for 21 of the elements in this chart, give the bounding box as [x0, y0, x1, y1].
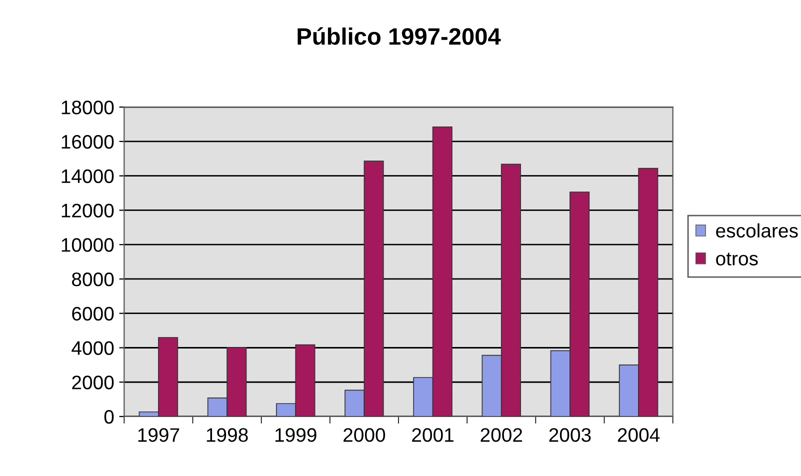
x-tick-label: 1997 [138, 428, 180, 442]
x-tick-label: 2004 [618, 428, 660, 442]
legend-label: otros [716, 252, 758, 266]
legend-label: escolares [716, 223, 798, 238]
y-tick-label: 18000 [62, 100, 114, 114]
y-tick-label: 2000 [72, 376, 114, 390]
y-tick-label: 4000 [72, 341, 114, 355]
y-tick-label: 16000 [62, 134, 114, 149]
y-tick-label: 6000 [72, 306, 114, 321]
y-tick-label: 8000 [72, 272, 114, 286]
x-tick-label: 2000 [344, 428, 386, 442]
x-tick-label: 1999 [275, 428, 316, 442]
y-tick-label: 0 [104, 410, 114, 424]
y-tick-label: 12000 [62, 204, 114, 218]
y-tick-label: 14000 [62, 169, 114, 184]
x-tick-label: 2001 [412, 428, 454, 442]
y-tick-label: 10000 [62, 238, 114, 252]
x-tick-label: 2003 [549, 428, 591, 442]
chart-title: Público 1997-2004 [298, 27, 501, 45]
x-tick-label: 2002 [480, 428, 522, 442]
x-tick-label: 1998 [206, 428, 248, 442]
